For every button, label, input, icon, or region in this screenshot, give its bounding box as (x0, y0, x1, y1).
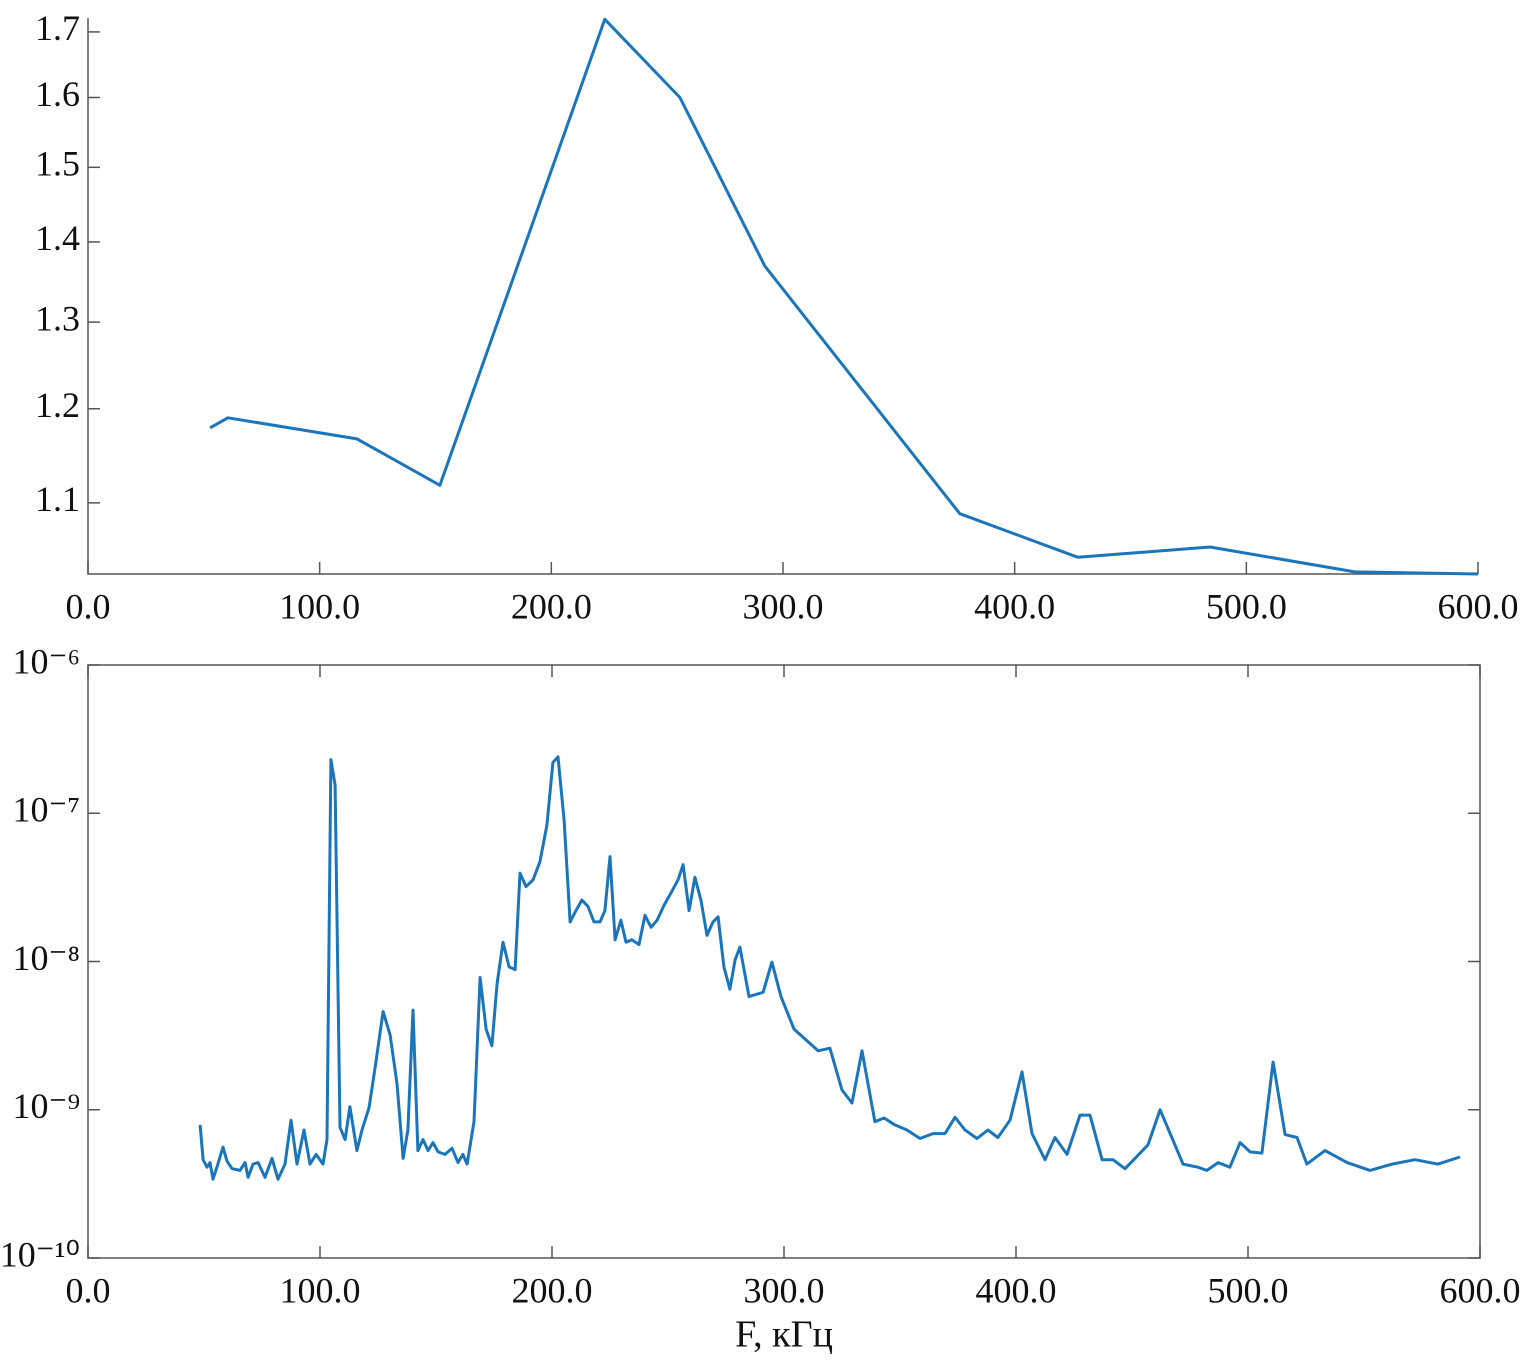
y-tick-label: 10⁻⁸ (12, 938, 80, 978)
y-tick-label: 1.7 (35, 8, 80, 48)
x-tick-label: 600.0 (1438, 586, 1519, 626)
x-tick-label: 200.0 (511, 586, 592, 626)
x-tick-label: 500.0 (1206, 586, 1287, 626)
x-tick-label: 300.0 (744, 1270, 825, 1310)
x-tick-label: 500.0 (1208, 1270, 1289, 1310)
y-tick-label: 1.2 (35, 385, 80, 425)
axis-spines (87, 18, 1478, 575)
x-tick-label: 400.0 (974, 586, 1055, 626)
y-tick-label: 10⁻⁹ (12, 1086, 80, 1126)
x-axis-label: F, кГц (735, 1314, 833, 1356)
x-tick-label: 0.0 (66, 1270, 111, 1310)
x-tick-label: 300.0 (743, 586, 824, 626)
data-line (198, 755, 1461, 1181)
y-tick-label: 10⁻⁶ (12, 641, 80, 681)
x-tick-label: 400.0 (976, 1270, 1057, 1310)
x-tick-label: 100.0 (279, 586, 360, 626)
data-line (209, 17, 1479, 576)
y-tick-label: 1.3 (35, 298, 80, 338)
y-tick-label: 1.6 (35, 74, 80, 114)
y-tick-label: 1.1 (35, 479, 80, 519)
y-tick-label: 10⁻⁷ (12, 790, 80, 830)
x-tick-label: 0.0 (66, 586, 111, 626)
plot-frame (87, 664, 1481, 1259)
x-tick-label: 600.0 (1440, 1270, 1521, 1310)
x-tick-label: 100.0 (280, 1270, 361, 1310)
y-tick-label: 1.5 (35, 144, 80, 184)
y-tick-label: 1.4 (35, 218, 80, 258)
y-tick-label: 10⁻¹⁰ (0, 1234, 80, 1274)
x-tick-label: 200.0 (512, 1270, 593, 1310)
